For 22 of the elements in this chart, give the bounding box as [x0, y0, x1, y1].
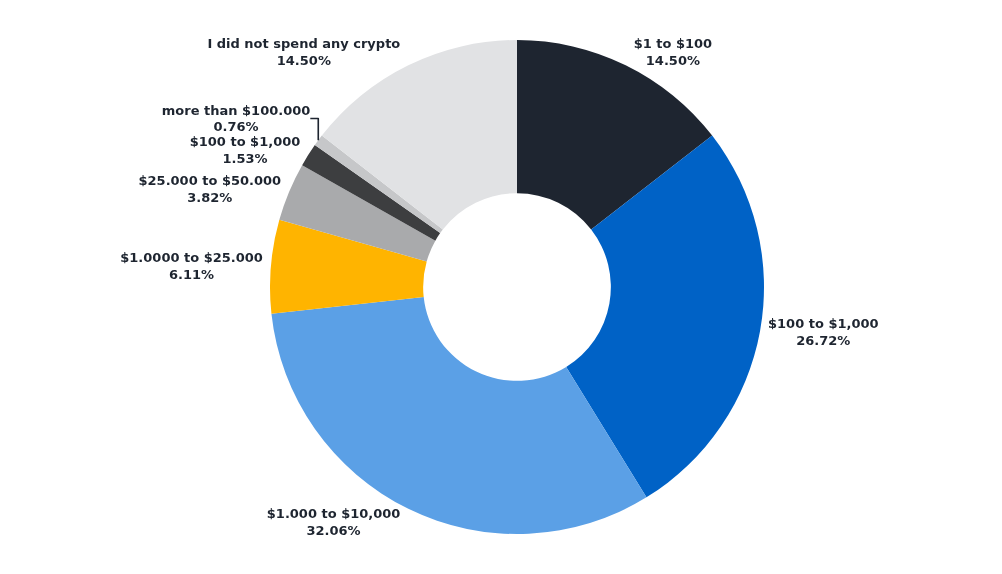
data-label: 0.76%: [213, 119, 259, 135]
slice-label: $100 to $1,000: [189, 134, 301, 150]
slice-label: more than $100.000: [161, 102, 311, 118]
slice-label: $1.000 to $10,000: [266, 505, 401, 521]
data-label: 14.50%: [276, 53, 331, 69]
slice-label: I did not spend any crypto: [207, 36, 401, 52]
donut-slice: [517, 40, 713, 230]
slice-label: $1.0000 to $25.000: [120, 250, 263, 266]
data-label: 26.72%: [796, 332, 851, 348]
data-label: 32.06%: [306, 522, 361, 538]
donut-slice: [314, 135, 443, 234]
donut-slice: [566, 135, 764, 498]
data-label: 3.82%: [187, 190, 233, 206]
slice-label: $100 to $1,000: [768, 315, 879, 331]
slice-label: $1 to $100: [633, 36, 713, 52]
data-label: 1.53%: [222, 151, 268, 167]
donut-slice: [270, 219, 427, 314]
data-label: 14.50%: [645, 53, 700, 69]
slice-label: $25.000 to $50.000: [138, 173, 282, 189]
donut-slice: [302, 145, 441, 241]
data-label: 6.11%: [169, 267, 215, 283]
donut-slice: [279, 165, 436, 262]
